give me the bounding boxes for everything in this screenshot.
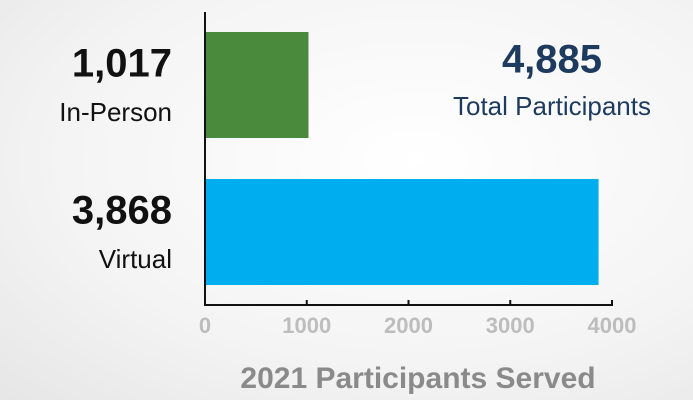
x-tick-label: 2000: [384, 313, 433, 338]
category-label: In-Person: [59, 97, 172, 127]
x-tick-label: 0: [199, 313, 211, 338]
bar: [205, 179, 599, 285]
category-label: Virtual: [99, 244, 172, 274]
bar: [205, 32, 309, 138]
total-label: Total Participants: [453, 91, 651, 121]
total-value: 4,885: [502, 38, 602, 82]
value-label: 1,017: [72, 42, 172, 86]
x-tick-label: 1000: [282, 313, 331, 338]
x-axis-label: 2021 Participants Served: [240, 362, 595, 395]
value-label: 3,868: [72, 189, 172, 233]
x-tick-label: 4000: [588, 313, 637, 338]
x-tick-label: 3000: [486, 313, 535, 338]
